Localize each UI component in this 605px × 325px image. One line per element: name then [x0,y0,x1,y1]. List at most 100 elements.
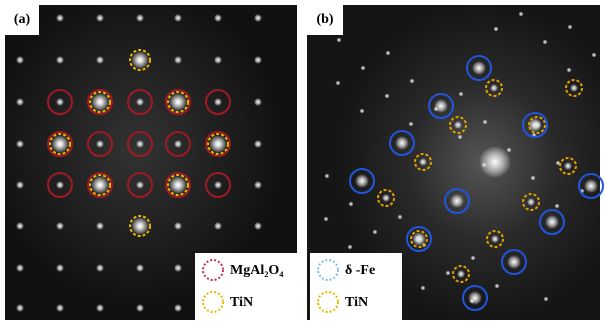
diffraction-spot [543,40,548,45]
diffraction-spot [584,179,598,193]
diffraction-spot [174,264,182,272]
diffraction-spot [136,264,144,272]
diffraction-spot [96,56,104,64]
diffraction-spot [324,217,329,222]
diffraction-spot [544,297,549,302]
legend-text: TiN [230,295,253,310]
diffraction-spot [16,264,24,272]
diffraction-spot [174,14,182,22]
diffraction-spot [96,222,104,230]
diffraction-spot [434,99,448,113]
diffraction-spot [56,14,64,22]
diffraction-spot [174,140,182,148]
diffraction-spot [91,176,109,194]
diffraction-spot [56,304,64,312]
diffraction-spot [254,140,262,148]
diffraction-spot [56,56,64,64]
diffraction-spot [360,109,365,114]
diffraction-spot [51,135,69,153]
diffraction-spot [479,146,511,178]
diffraction-spot [483,120,488,125]
diffraction-spot [409,122,414,127]
diffraction-spot [490,84,498,92]
legend-text: TiN [345,295,368,310]
diffraction-spot [174,304,182,312]
diffraction-spot [519,12,524,17]
diffraction-spot [214,222,222,230]
diffraction-spot [592,53,597,58]
legend-text: δ -Fe [345,263,375,278]
diffraction-spot [254,98,262,106]
panel-label: (a) [14,12,31,27]
diffraction-spot [494,27,499,32]
diffraction-spot [482,163,487,168]
legend-text: MgAl₂O₄ [230,263,284,278]
diffraction-spot [16,56,24,64]
diffraction-spot [454,121,462,129]
diffraction-spot [214,98,222,106]
diffraction-spot [56,181,64,189]
diffraction-spot [209,135,227,153]
diffraction-spot [373,230,378,235]
diffraction-spot [457,270,465,278]
diffraction-spot [570,84,578,92]
diffraction-spot [386,51,391,56]
diffraction-spot [325,174,330,179]
diffraction-spot [495,284,500,289]
diffraction-spot [568,25,573,30]
diffraction-spot [131,51,149,69]
diffraction-spot [131,217,149,235]
diffraction-spot [459,92,464,97]
diffraction-spot [136,14,144,22]
diffraction-spot [507,148,512,153]
diffraction-spot [336,81,341,86]
diffraction-spot [136,181,144,189]
diffraction-spot [527,198,535,206]
diffraction-spot [16,98,24,106]
diffraction-spot [564,162,572,170]
diffraction-spot [169,176,187,194]
diffraction-spot [16,222,24,230]
diffraction-spot [567,68,572,73]
diffraction-spot [16,181,24,189]
diffraction-spot [355,174,369,188]
diffraction-spot [254,56,262,64]
diffraction-spot [174,56,182,64]
diffraction-spot [337,38,342,43]
diffraction-spot [421,286,426,291]
diffraction-spot [472,61,486,75]
diffraction-spot [415,235,423,243]
diffraction-spot [169,93,187,111]
diffraction-spot [398,215,403,220]
diffraction-spot [56,264,64,272]
diffraction-spot [136,98,144,106]
diffraction-spot [136,304,144,312]
diffraction-spot [56,98,64,106]
diffraction-spot [533,121,541,129]
diffraction-spot [446,271,451,276]
diffraction-spot [458,135,463,140]
diffraction-spot [214,181,222,189]
diffraction-spot [382,194,390,202]
diffraction-spot [545,215,559,229]
diffraction-spot [471,256,476,261]
diffraction-spot [349,202,354,207]
panel-label: (b) [316,12,333,27]
diffraction-spot [385,94,390,99]
diffraction-spot [419,158,427,166]
diffraction-spot [16,140,24,148]
diffraction-spot [91,93,109,111]
diffraction-spot [96,304,104,312]
diffraction-spot [507,255,521,269]
diffraction-spot [491,235,499,243]
diffraction-spot [136,140,144,148]
diffraction-spot [254,222,262,230]
diffraction-spot [348,245,353,250]
diffraction-spot [254,181,262,189]
diffraction-spot [450,194,464,208]
diffraction-spot [16,304,24,312]
diffraction-spot [214,56,222,64]
diffraction-spot [174,222,182,230]
diffraction-spot [214,14,222,22]
diffraction-spot [96,264,104,272]
